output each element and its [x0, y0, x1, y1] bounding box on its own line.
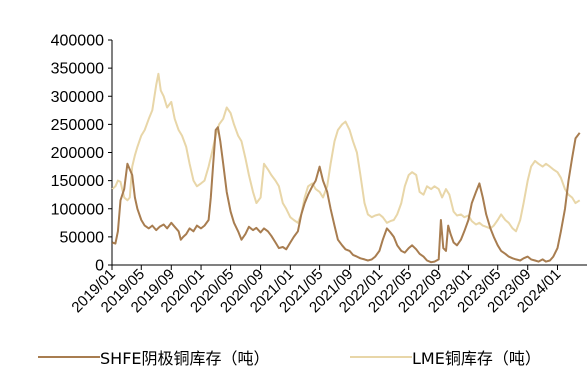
y-axis-ticks: 0 50000 100000 150000 200000 250000 300000 3500… [51, 33, 112, 275]
legend-swatch-shfe [38, 356, 100, 358]
y-tick-label: 350000 [51, 61, 104, 78]
y-tick-label: 200000 [51, 145, 104, 162]
y-tick-label: 50000 [60, 229, 105, 246]
y-tick-label: 400000 [51, 33, 104, 50]
x-axis-ticks: 2019/012019/052019/092020/012020/052020/… [68, 265, 564, 316]
y-tick-label: 150000 [51, 173, 104, 190]
legend-item-lme: LME铜库存（吨） [350, 345, 541, 369]
y-tick-label: 100000 [51, 201, 104, 218]
y-tick-label: 0 [95, 258, 104, 275]
legend-label-lme: LME铜库存（吨） [412, 349, 541, 368]
series-line-lme [111, 72, 581, 233]
series-line-shfe [111, 126, 581, 264]
y-tick-label: 300000 [51, 89, 104, 106]
legend-swatch-lme [350, 356, 412, 358]
legend-label-shfe: SHFE阴极铜库存（吨） [100, 349, 270, 368]
chart-legend: SHFE阴极铜库存（吨） LME铜库存（吨） [0, 345, 587, 368]
legend-item-shfe: SHFE阴极铜库存（吨） [38, 345, 270, 369]
y-tick-label: 250000 [51, 117, 104, 134]
series-lines [111, 72, 581, 264]
